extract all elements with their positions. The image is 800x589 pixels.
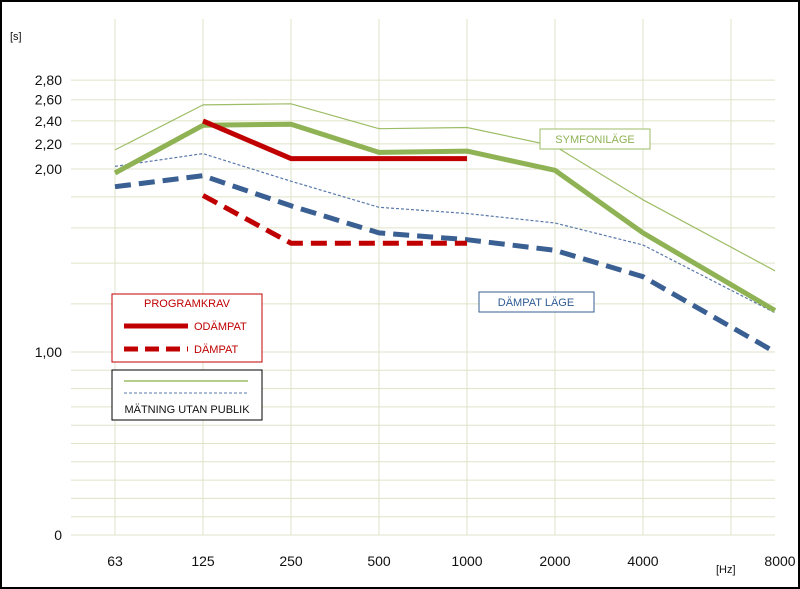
x-tick-label: 1000	[451, 553, 482, 569]
legend-measurement: MÄTNING UTAN PUBLIK	[111, 369, 263, 421]
series-line-5	[201, 193, 467, 246]
x-tick-label: 250	[279, 553, 303, 569]
y-axis-unit: [s]	[10, 31, 22, 43]
x-tick-label: 8000	[764, 553, 795, 569]
x-tick-label: 500	[367, 553, 391, 569]
series-lines	[113, 103, 777, 355]
y-tick-label: 2,60	[35, 92, 62, 108]
symphony-mode-text: SYMFONILÄGE	[555, 134, 634, 146]
series-line-1	[114, 103, 776, 272]
x-tick-label: 4000	[627, 553, 658, 569]
legend-undamped-label: ODÄMPAT	[194, 321, 247, 333]
gridlines	[71, 19, 775, 536]
legend-program-title: PROGRAMKRAV	[144, 298, 231, 310]
y-tick-label: 2,40	[35, 113, 62, 129]
series-line-3	[114, 153, 776, 314]
plot-area	[71, 19, 775, 535]
y-tick-label: 1,00	[35, 344, 62, 360]
legend-damped-label: DÄMPAT	[194, 344, 238, 356]
y-tick-label: 2,00	[35, 161, 62, 177]
y-tick-label: 2,20	[35, 136, 62, 152]
series-line-4	[202, 118, 467, 162]
x-tick-label: 125	[191, 553, 215, 569]
x-tick-label: 2000	[539, 553, 570, 569]
legend-measure-label: MÄTNING UTAN PUBLIK	[124, 404, 250, 416]
y-tick-label: 0	[54, 527, 62, 543]
symphony-mode-label: SYMFONILÄGE	[539, 128, 651, 150]
damped-mode-text: DÄMPAT LÄGE	[498, 297, 574, 309]
y-tick-label: 2,80	[35, 72, 62, 88]
x-axis-ticks: 63 125 250 500 1000 2000 4000 8000	[107, 553, 796, 569]
legend-program-requirements: PROGRAMKRAV ODÄMPAT DÄMPAT	[111, 293, 263, 363]
x-axis-unit: [Hz]	[716, 564, 736, 576]
x-tick-label: 63	[107, 553, 123, 569]
damped-mode-label: DÄMPAT LÄGE	[478, 291, 595, 313]
series-line-2	[114, 173, 777, 355]
y-axis-ticks: 0 1,00 2,00 2,20 2,40 2,60 2,80	[35, 72, 62, 543]
